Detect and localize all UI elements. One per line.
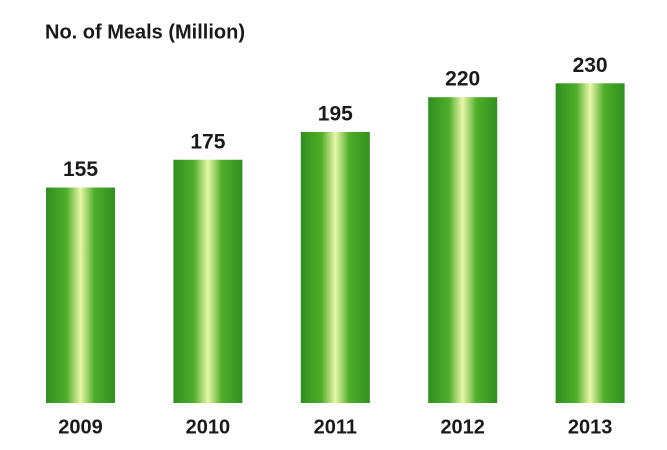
value-label: 220 (445, 68, 480, 91)
value-label: 155 (63, 158, 98, 181)
bar (300, 131, 370, 403)
x-tick-label: 2011 (314, 416, 357, 438)
value-label: 195 (318, 102, 353, 125)
x-tick-label: 2012 (440, 416, 485, 438)
value-label: 230 (573, 54, 608, 77)
bar (428, 97, 498, 403)
chart-title: No. of Meals (Million) (45, 21, 245, 43)
x-tick-label: 2009 (58, 416, 103, 438)
x-tick-label: 2010 (186, 416, 231, 438)
x-tick-label: 2013 (568, 416, 613, 438)
bar (173, 159, 243, 403)
bar (555, 83, 625, 404)
bar (46, 187, 115, 403)
value-label: 175 (190, 130, 225, 153)
